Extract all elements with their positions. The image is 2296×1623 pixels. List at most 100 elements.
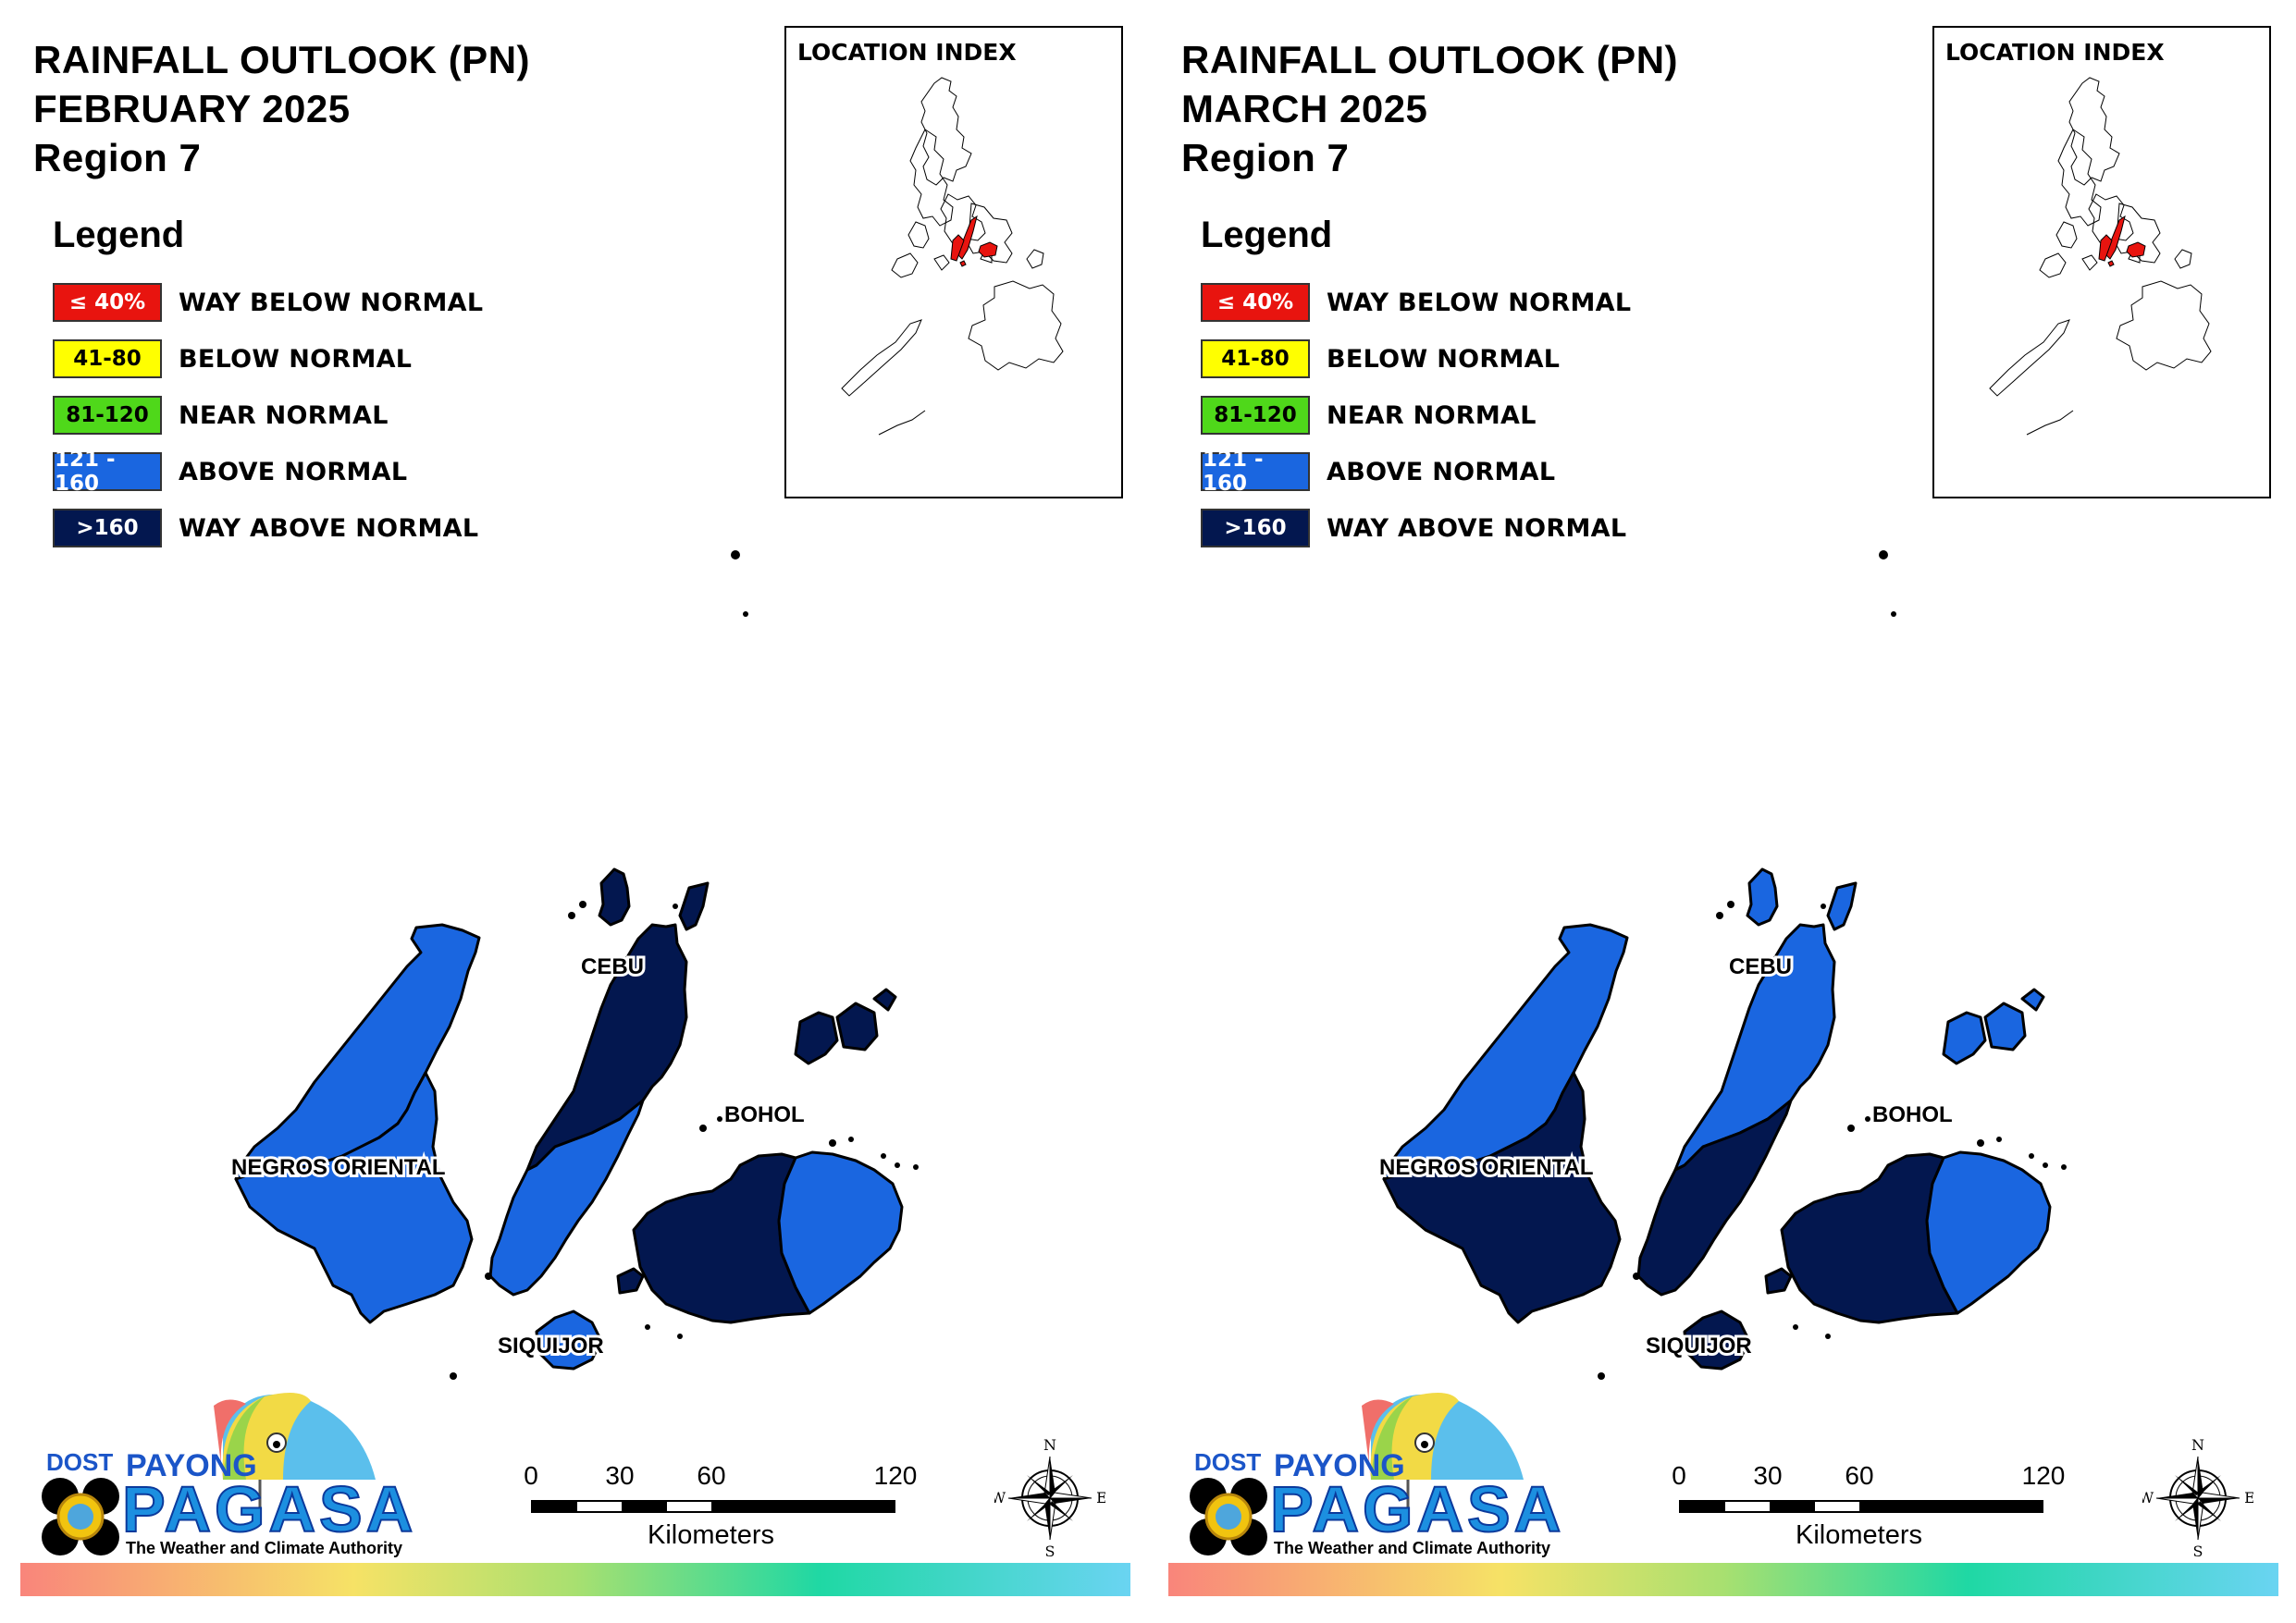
scale-bar-graphic <box>531 1500 895 1513</box>
legend-item: 81-120 NEAR NORMAL <box>53 396 441 436</box>
malapascua-island <box>678 881 710 931</box>
compass-rose-icon: N S W E <box>991 1436 1107 1560</box>
negros-oriental-south <box>1382 1071 1622 1324</box>
scale-tick-0: 0 <box>1672 1461 1686 1490</box>
legend-label: WAY ABOVE NORMAL <box>1327 514 1627 543</box>
decorative-gradient-bar <box>20 1563 1130 1596</box>
scale-tick-60: 60 <box>1845 1461 1874 1490</box>
legend-swatch: 81-120 <box>1201 396 1310 435</box>
camotes-islands <box>1942 988 2045 1065</box>
legend-item: 121 - 160 ABOVE NORMAL <box>1201 448 1589 496</box>
label-siquijor: SIQUIJOR <box>498 1334 604 1359</box>
scale-tick-30: 30 <box>1753 1461 1783 1490</box>
title-line-2: MARCH 2025 <box>1181 87 1428 130</box>
pagasa-text: PAGASA <box>1269 1472 1565 1546</box>
siquijor <box>535 1309 603 1371</box>
legend-title: Legend <box>1201 215 1333 255</box>
legend-label: ABOVE NORMAL <box>1327 458 1556 486</box>
outlook-panel-february: RAINFALL OUTLOOK (PN) FEBRUARY 2025 Regi… <box>20 26 1130 1596</box>
svg-text:S: S <box>1045 1543 1055 1558</box>
legend-label: NEAR NORMAL <box>1327 401 1537 430</box>
map-title: RAINFALL OUTLOOK (PN) MARCH 2025 Region … <box>1181 35 1678 182</box>
siquijor <box>1683 1309 1751 1371</box>
legend-item: >160 WAY ABOVE NORMAL <box>1201 509 1626 549</box>
scale-bar: 0 30 60 120 Kilometers <box>518 1461 925 1572</box>
legend-item: 81-120 NEAR NORMAL <box>1201 396 1589 436</box>
legend-swatch: 41-80 <box>1201 339 1310 378</box>
compass-rose-icon: N S W E <box>2139 1436 2255 1560</box>
legend-swatch: >160 <box>53 509 162 547</box>
payong-text: PAYONG <box>126 1448 257 1483</box>
bantayan-island <box>598 867 631 927</box>
payong-text: PAYONG <box>1274 1448 1405 1483</box>
negros-oriental-south <box>234 1071 474 1324</box>
bohol-islet <box>1764 1267 1793 1295</box>
bohol-east <box>1925 1150 2052 1315</box>
bantayan-island <box>1746 867 1779 927</box>
umbrella-logo-icon <box>1362 1393 1524 1521</box>
label-negros-oriental: NEGROS ORIENTAL <box>1379 1155 1594 1180</box>
legend-label: WAY BELOW NORMAL <box>179 289 484 317</box>
svg-text:E: E <box>2244 1489 2253 1506</box>
scale-units: Kilometers <box>1796 1520 1922 1550</box>
scale-tick-60: 60 <box>697 1461 726 1490</box>
legend-swatch: 81-120 <box>53 396 162 435</box>
outlook-panel-march: RAINFALL OUTLOOK (PN) MARCH 2025 Region … <box>1148 0 2296 1623</box>
legend-swatch: >160 <box>1201 509 1310 547</box>
title-line-1: RAINFALL OUTLOOK (PN) <box>1181 38 1679 81</box>
label-negros-oriental: NEGROS ORIENTAL <box>231 1155 446 1180</box>
cebu-south <box>1636 1099 1793 1297</box>
legend-swatch: ≤ 40% <box>1201 283 1310 322</box>
title-line-3: Region 7 <box>1181 136 1350 179</box>
legend-item: >160 WAY ABOVE NORMAL <box>53 509 478 549</box>
legend-item: 41-80 BELOW NORMAL <box>1201 339 1589 380</box>
legend-item: 41-80 BELOW NORMAL <box>53 339 441 380</box>
philippines-outline-icon <box>1989 77 2212 436</box>
map-title: RAINFALL OUTLOOK (PN) FEBRUARY 2025 Regi… <box>33 35 530 182</box>
dost-seal-icon <box>42 1478 119 1555</box>
malapascua-island <box>1826 881 1858 931</box>
logo-tagline: The Weather and Climate Authority <box>1274 1539 1551 1557</box>
svg-text:N: N <box>1043 1438 1056 1454</box>
payong-pagasa-logo: DOST PAYONG PAGASA The Weather and Clima… <box>1181 1387 1562 1563</box>
bohol-islet <box>616 1267 645 1295</box>
scale-units: Kilometers <box>648 1520 774 1550</box>
legend-title: Legend <box>53 215 185 255</box>
svg-text:E: E <box>1096 1489 1105 1506</box>
payong-pagasa-logo: DOST PAYONG PAGASA The Weather and Clima… <box>33 1387 414 1563</box>
scale-tick-30: 30 <box>605 1461 635 1490</box>
dost-text: DOST <box>1194 1448 1262 1476</box>
legend-label: BELOW NORMAL <box>1327 345 1561 374</box>
scale-tick-0: 0 <box>524 1461 538 1490</box>
scale-tick-120: 120 <box>873 1461 918 1490</box>
location-index-title: LOCATION INDEX <box>1945 39 2165 66</box>
legend-swatch: 121 - 160 <box>53 448 162 496</box>
location-index-title: LOCATION INDEX <box>797 39 1017 66</box>
svg-text:N: N <box>2191 1438 2204 1454</box>
cebu-south <box>488 1099 645 1297</box>
label-cebu: CEBU <box>1729 954 1792 979</box>
legend-swatch: 41-80 <box>53 339 162 378</box>
label-cebu: CEBU <box>581 954 644 979</box>
legend-label: ABOVE NORMAL <box>179 458 408 486</box>
label-siquijor: SIQUIJOR <box>1646 1334 1752 1359</box>
title-line-3: Region 7 <box>33 136 202 179</box>
label-bohol: BOHOL <box>724 1102 805 1127</box>
region-7-map: CEBU BOHOL NEGROS ORIENTAL SIQUIJOR <box>228 550 919 1380</box>
dost-seal-icon <box>1190 1478 1267 1555</box>
scale-tick-120: 120 <box>2021 1461 2066 1490</box>
svg-text:W: W <box>2142 1489 2154 1506</box>
legend-label: BELOW NORMAL <box>179 345 413 374</box>
title-line-2: FEBRUARY 2025 <box>33 87 351 130</box>
scale-bar-graphic <box>1679 1500 2043 1513</box>
legend-swatch: 121 - 160 <box>1201 448 1310 496</box>
dost-text: DOST <box>46 1448 114 1476</box>
legend-label: NEAR NORMAL <box>179 401 389 430</box>
location-index-map: LOCATION INDEX <box>1932 26 2271 498</box>
negros-oriental-main <box>1382 923 1629 1181</box>
legend-label: WAY ABOVE NORMAL <box>179 514 479 543</box>
legend-swatch: ≤ 40% <box>53 283 162 322</box>
decorative-gradient-bar <box>1168 1563 2278 1596</box>
camotes-islands <box>794 988 897 1065</box>
logo-tagline: The Weather and Climate Authority <box>126 1539 403 1557</box>
